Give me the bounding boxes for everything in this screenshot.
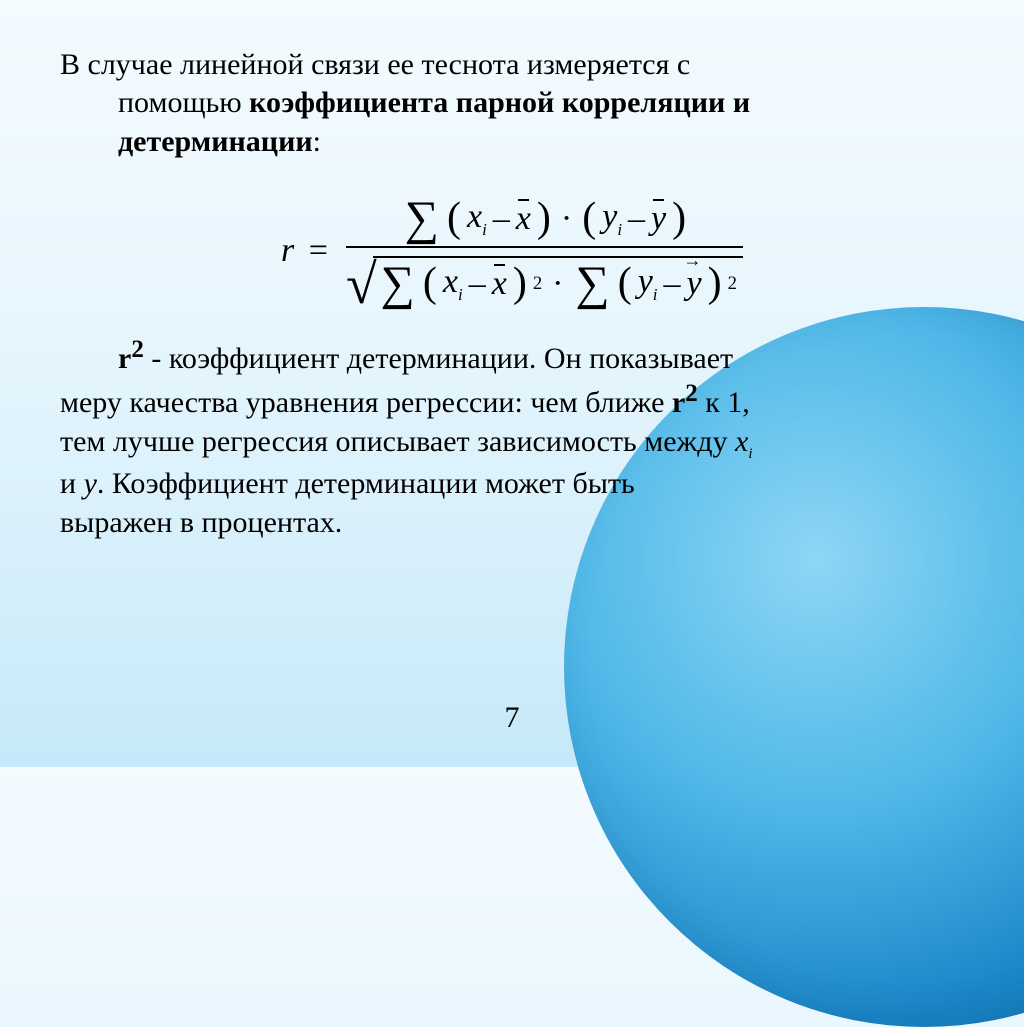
open-paren-2: ( [582, 200, 596, 238]
formula-denominator: √ ∑ ( xi – x )2 · ∑ ( [346, 256, 743, 305]
yi-sub: i [617, 220, 622, 239]
para1-line2-bold: коэффициента парной корреляции и [249, 86, 750, 119]
minus-2: – [628, 200, 645, 238]
line-b: меру качества уравнения регрессии: чем б… [60, 386, 672, 419]
r2-prefix: r [118, 342, 131, 375]
formula-numerator: ∑ ( xi – x ) · ( yi – y ) [403, 197, 686, 240]
xbar: x [516, 200, 531, 238]
minus-4: – [664, 265, 681, 303]
close-paren-2: ) [672, 200, 686, 238]
xi-sub: i [482, 220, 487, 239]
minus-3: – [469, 265, 486, 303]
minus: – [493, 200, 510, 238]
formula-block: r = ∑ ( xi – x ) · ( yi – y ) [60, 197, 964, 305]
sigma-icon-2: ∑ [379, 262, 417, 305]
xi-sub-2: i [458, 285, 463, 304]
xi: x [467, 198, 482, 235]
slide-content: В случае линейной связи ее теснота измер… [60, 46, 964, 542]
y-text: y [84, 467, 97, 500]
ybar: y [651, 200, 666, 238]
sq-1: 2 [533, 273, 542, 295]
line-d-tail: . Коэффициент детерминации может быть [97, 467, 635, 500]
line-c: тем лучше регрессия описывает зависимост… [60, 425, 735, 458]
close-paren: ) [537, 200, 551, 238]
para1-line2a: помощью [118, 86, 249, 119]
open-paren-4: ( [618, 265, 632, 303]
dot: · [557, 200, 576, 238]
xbar-2: x [492, 265, 507, 303]
open-paren-3: ( [423, 265, 437, 303]
sigma-icon-3: ∑ [573, 262, 611, 305]
xi-2: x [443, 263, 458, 300]
intro-paragraph: В случае линейной связи ее теснота измер… [60, 46, 964, 161]
formula-equals: = [303, 232, 328, 269]
xi-text: x [735, 425, 748, 458]
y-vec: y [687, 265, 702, 303]
r2b-prefix: r [672, 386, 685, 419]
dot-2: · [548, 265, 567, 303]
r2b-sup: 2 [685, 380, 698, 407]
page-number: 7 [0, 701, 1024, 735]
sq-2: 2 [728, 273, 737, 295]
line-d-head: и [60, 467, 84, 500]
line-e: выражен в процентах. [60, 506, 342, 539]
yi: y [602, 198, 617, 235]
xi-text-sub: i [748, 446, 752, 462]
close-paren-3: ) [513, 265, 527, 303]
yi-sub-2: i [653, 285, 658, 304]
explanation-paragraph: r2 - коэффициент детерминации. Он показы… [60, 334, 964, 543]
open-paren: ( [447, 200, 461, 238]
r2-label: - коэффициент детерминации. Он показывае… [144, 342, 733, 375]
para1-line3-tail: : [313, 125, 321, 158]
formula-lhs: r [281, 232, 294, 269]
sigma-icon: ∑ [403, 197, 441, 240]
close-paren-4: ) [708, 265, 722, 303]
fraction-line [346, 246, 743, 248]
para1-line3-bold: детерминации [118, 125, 313, 158]
yi-2: y [638, 263, 653, 300]
line-b-tail: к 1, [698, 386, 750, 419]
r2-sup: 2 [131, 336, 144, 363]
para1-line1: В случае линейной связи ее теснота измер… [60, 48, 690, 81]
